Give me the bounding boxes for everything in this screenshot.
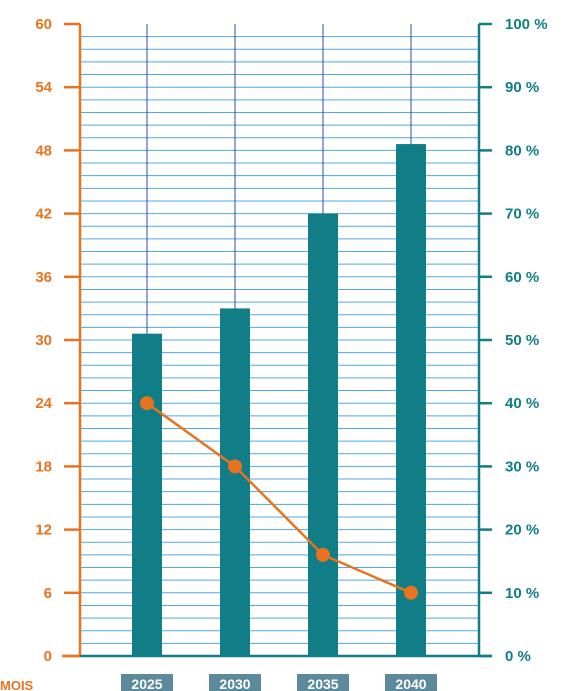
left-tick-label: 60	[35, 16, 52, 33]
right-tick-label: 50 %	[505, 332, 539, 349]
line-path	[146, 402, 412, 594]
line-point-2030	[228, 459, 242, 474]
right-tick-label: 90 %	[505, 79, 539, 96]
left-tick-label: 48	[35, 142, 52, 159]
x-tick-label: 2030	[219, 676, 250, 691]
x-tick-label-box	[297, 674, 349, 691]
left-tick-label: 0	[44, 648, 52, 665]
right-tick-label: 10 %	[505, 585, 539, 602]
bar-2035	[308, 213, 338, 656]
right-tick-label: 20 %	[505, 522, 539, 539]
right-tick-label: 80 %	[505, 142, 539, 159]
left-tick-label: 54	[35, 79, 52, 96]
left-tick-label: 24	[35, 395, 52, 412]
x-tick-label: 2035	[307, 676, 338, 691]
right-tick-label: 30 %	[505, 458, 539, 475]
bar-2040	[396, 144, 426, 656]
left-tick-label: 12	[35, 522, 52, 539]
right-tick-label: 100 %	[505, 16, 548, 33]
left-tick-label: 18	[35, 458, 52, 475]
bar-2025	[132, 333, 162, 656]
bar-series	[132, 144, 426, 656]
bar-2030	[220, 308, 250, 656]
line-series	[140, 396, 418, 600]
right-tick-label: 0 %	[505, 648, 531, 665]
line-point-2040	[404, 585, 418, 600]
left-tick-label: 36	[35, 269, 52, 286]
right-tick-label: 60 %	[505, 269, 539, 286]
x-tick-label-box	[121, 674, 173, 691]
left-tick-label: 6	[44, 585, 52, 602]
x-tick-label-box	[209, 674, 261, 691]
x-tick-label: 2040	[395, 676, 426, 691]
left-tick-label: 30	[35, 332, 52, 349]
x-tick-label: 2025	[131, 676, 162, 691]
axes	[62, 22, 492, 658]
left-tick-label: 42	[35, 206, 52, 223]
x-axis-label: MOIS	[0, 678, 34, 691]
line-point-2025	[140, 396, 154, 411]
right-tick-label: 40 %	[505, 395, 539, 412]
tick-labels: 0 6 12 18 24 30 36 42 48 54 60 0 % 10 % 20 % 30 % 40 % 5…	[35, 16, 548, 691]
line-point-2035	[316, 547, 330, 562]
x-tick-label-box	[385, 674, 437, 691]
right-tick-label: 70 %	[505, 206, 539, 223]
